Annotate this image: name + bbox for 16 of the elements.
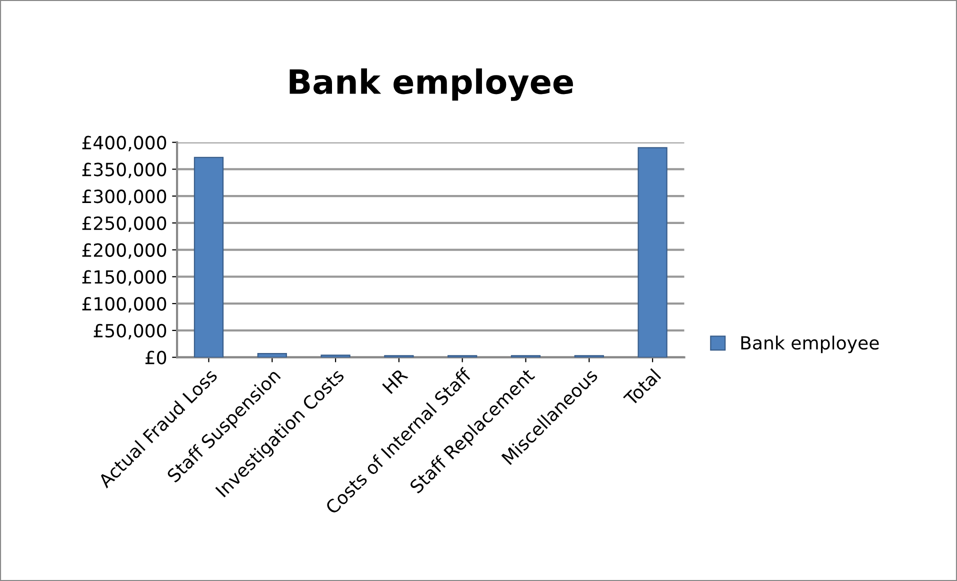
y-tick-label: £200,000 [82,243,166,259]
y-tick-label: £250,000 [82,216,166,232]
chart-title: Bank employee [290,68,573,101]
bar [257,353,287,358]
y-tick-label: £50,000 [94,324,166,340]
bar [320,354,350,358]
bar [194,156,224,358]
legend-label: Bank employee [741,336,879,354]
y-tick-label: £300,000 [82,190,166,206]
x-tick-label: HR [382,368,408,394]
y-tick-label: £400,000 [82,136,166,152]
y-tick-label: £150,000 [82,270,166,286]
y-tick-label: £0 [145,350,166,364]
bar [638,147,668,358]
y-tick-label: £100,000 [82,297,166,313]
y-tick-label: £350,000 [82,162,166,178]
